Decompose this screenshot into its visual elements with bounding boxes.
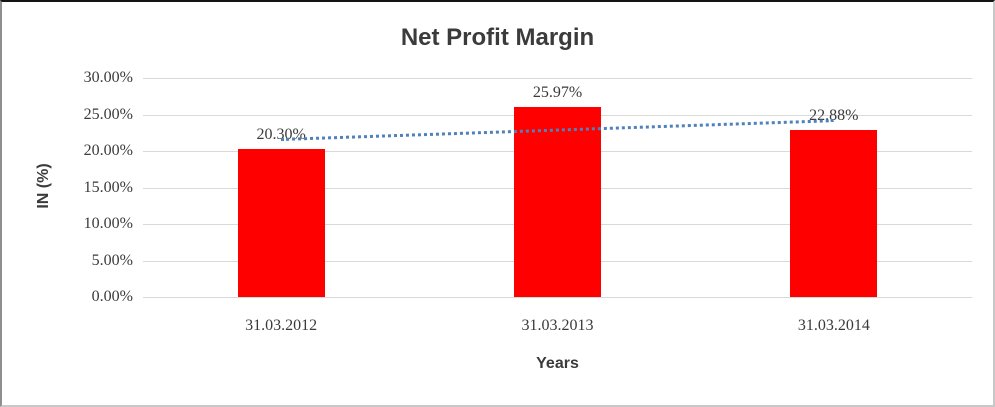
y-tick-label: 10.00% — [83, 215, 133, 232]
gridline — [143, 297, 972, 298]
x-axis-title: Years — [536, 355, 579, 372]
gridline — [143, 78, 972, 79]
bar-value-label: 25.97% — [532, 84, 583, 102]
bar — [514, 107, 601, 297]
y-tick-label: 25.00% — [83, 105, 133, 123]
y-tick-label: 0.00% — [91, 288, 133, 305]
y-tick-label: 15.00% — [83, 178, 133, 196]
y-tick-label: 5.00% — [91, 251, 133, 269]
bar — [237, 148, 325, 297]
bar — [790, 129, 878, 297]
bar-value-label: 20.30% — [256, 125, 306, 143]
y-tick-label: 30.00% — [83, 69, 133, 86]
plot-area: 0.00% 5.00% 10.00% 15.00% 20.00% 25.00% 30.00%… — [84, 69, 972, 334]
x-tick-label: 31.03.2012 — [245, 317, 318, 334]
y-tick-label: 20.00% — [83, 142, 133, 159]
chart-title: Net Profit Margin — [400, 24, 595, 51]
bar-value-label: 22.88% — [809, 106, 859, 124]
x-tick-label: 31.03.2013 — [521, 317, 594, 334]
x-tick-label: 31.03.2014 — [797, 317, 870, 334]
